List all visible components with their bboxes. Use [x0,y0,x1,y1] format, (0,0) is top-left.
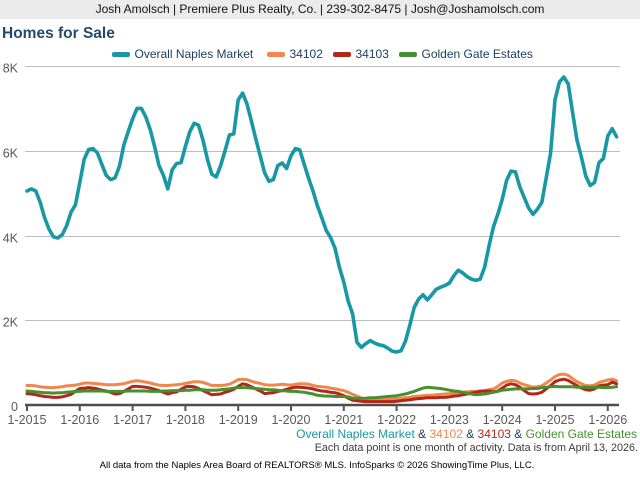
svg-text:1-2017: 1-2017 [113,413,152,427]
svg-text:1-2022: 1-2022 [377,413,416,427]
svg-text:1-2024: 1-2024 [483,413,522,427]
svg-text:1-2015: 1-2015 [8,413,47,427]
svg-text:1-2023: 1-2023 [430,413,469,427]
svg-text:1-2016: 1-2016 [60,413,99,427]
svg-text:4K: 4K [3,231,19,245]
svg-text:1-2018: 1-2018 [166,413,205,427]
svg-text:0: 0 [11,400,18,414]
svg-text:1-2019: 1-2019 [219,413,258,427]
svg-text:2K: 2K [3,315,19,329]
svg-text:6K: 6K [3,146,19,160]
svg-text:1-2020: 1-2020 [272,413,311,427]
svg-text:1-2025: 1-2025 [536,413,575,427]
svg-text:8K: 8K [3,61,19,75]
svg-text:1-2026: 1-2026 [588,413,627,427]
svg-text:1-2021: 1-2021 [324,413,363,427]
